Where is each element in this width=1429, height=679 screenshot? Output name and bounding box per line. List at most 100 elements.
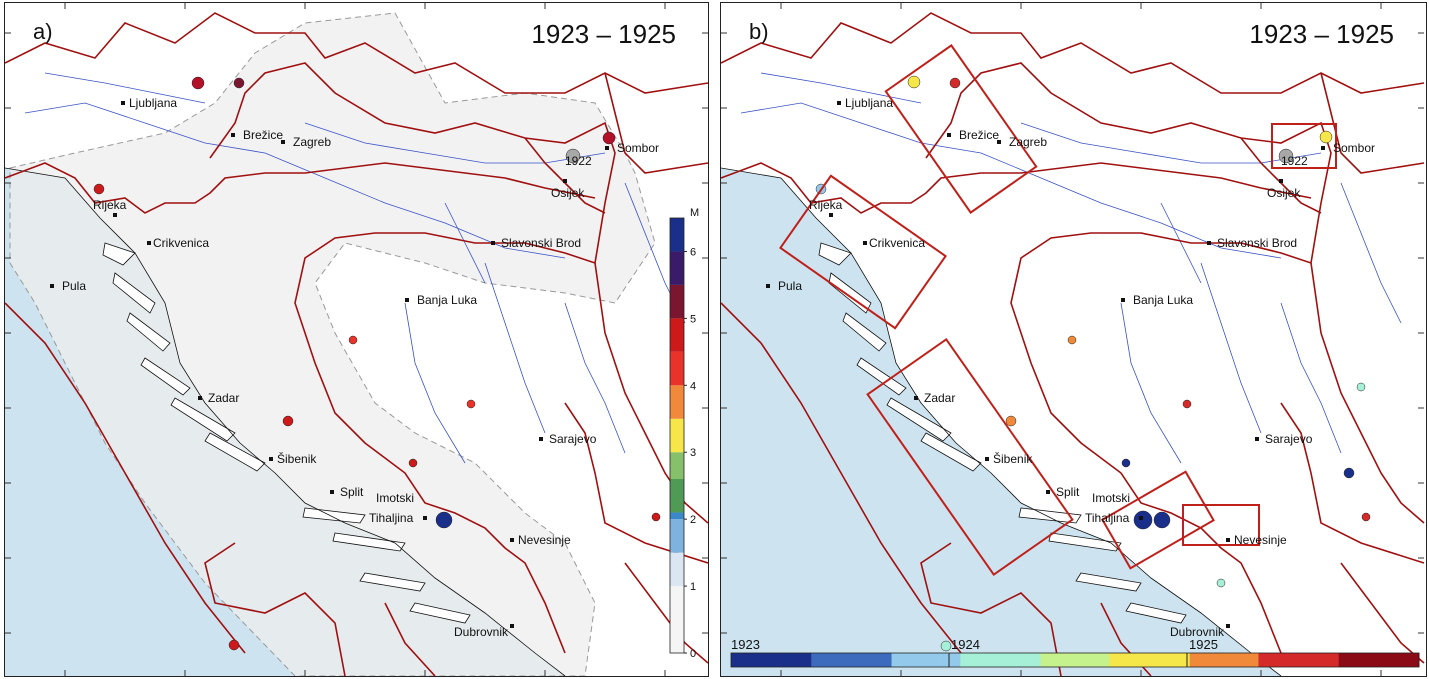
city-label: Split <box>340 485 364 499</box>
city-marker <box>491 241 495 245</box>
river-line <box>24 102 566 259</box>
colorbar-segment <box>937 653 950 667</box>
state-border <box>1310 262 1425 524</box>
cluster-box <box>866 337 1074 577</box>
state-border <box>1340 562 1425 664</box>
colorbar-segment <box>1166 653 1179 667</box>
colorbar-segment <box>1189 653 1202 667</box>
colorbar-segment <box>1361 653 1374 667</box>
city-marker <box>1321 146 1325 150</box>
earthquake-event <box>1361 512 1371 522</box>
city-marker <box>563 179 567 183</box>
state-border <box>1320 72 1425 174</box>
city-label: Šibenik <box>277 451 317 466</box>
earthquake-event <box>602 131 616 145</box>
colorbar-segment <box>948 653 961 667</box>
city-label: Osijek <box>1267 186 1301 200</box>
colorbar-segment <box>880 653 893 667</box>
coastline <box>5 167 566 676</box>
river-line <box>1200 262 1262 434</box>
earthquake-event <box>1005 415 1017 427</box>
river-line <box>1120 302 1182 464</box>
city-marker <box>121 101 125 105</box>
city-marker <box>985 457 989 461</box>
island-outline <box>112 272 156 314</box>
city-label: Ljubljana <box>845 96 893 110</box>
city-marker <box>50 284 54 288</box>
city-marker <box>269 457 273 461</box>
earthquake-event <box>348 335 358 345</box>
colorbar-segment <box>1109 653 1122 667</box>
city-label: Tihaljina <box>1085 511 1130 525</box>
state-border <box>1280 402 1425 564</box>
city-label: Banja Luka <box>1133 293 1193 307</box>
colorbar-title: M <box>690 207 699 219</box>
island-outline <box>409 602 471 624</box>
earthquake-event <box>1356 382 1366 392</box>
city-marker <box>330 490 334 494</box>
cluster-box <box>1101 470 1215 570</box>
earthquake-event <box>191 76 205 90</box>
island-outline <box>204 432 266 472</box>
cluster-box <box>1271 123 1337 169</box>
colorbar-marker <box>940 640 952 652</box>
city-marker <box>863 241 867 245</box>
colorbar-segment <box>1384 653 1397 667</box>
state-border <box>604 72 708 174</box>
colorbar-segment <box>822 653 835 667</box>
colorbar-segment <box>1063 653 1076 667</box>
city-label: Nevesinje <box>518 533 571 547</box>
city-label: Šibenik <box>993 451 1033 466</box>
river-line <box>404 302 466 464</box>
colorbar-segment <box>1247 653 1259 667</box>
colorbar-segment <box>731 653 743 667</box>
coastline <box>721 167 1282 676</box>
island-outline <box>920 432 982 472</box>
colorbar-segment <box>753 653 766 667</box>
colorbar-segment <box>670 519 684 553</box>
island-outline <box>102 242 136 266</box>
colorbar-segment <box>670 586 684 653</box>
colorbar-segment <box>670 318 684 352</box>
city-label: Dubrovnik <box>454 625 509 639</box>
colorbar-segment <box>1017 653 1030 667</box>
colorbar-segment <box>1373 653 1386 667</box>
colorbar-segment <box>1407 653 1420 667</box>
city-marker <box>837 101 841 105</box>
colorbar-segment <box>868 653 881 667</box>
colorbar-segment <box>857 653 870 667</box>
city-marker <box>605 146 609 150</box>
state-border <box>5 162 596 214</box>
colorbar-tick-label: 2 <box>690 514 696 526</box>
state-border <box>1240 137 1322 214</box>
city-label: Imotski <box>1092 491 1130 505</box>
city-marker <box>997 140 1001 144</box>
colorbar-segment <box>1212 653 1225 667</box>
city-marker <box>1226 538 1230 542</box>
city-label: Sombor <box>617 141 659 155</box>
colorbar-segment <box>1097 653 1110 667</box>
city-marker <box>1046 490 1050 494</box>
colorbar-segment <box>670 552 684 587</box>
colorbar-segment <box>1396 653 1409 667</box>
period-title-b: 1923 – 1925 <box>1249 19 1394 49</box>
island-outline <box>126 312 171 352</box>
city-marker <box>766 284 770 288</box>
adriatic-sea <box>721 168 1281 676</box>
city-label: Brežice <box>243 128 283 142</box>
river-line <box>1160 202 1202 284</box>
colorbar-segment <box>960 653 973 667</box>
city-label: Dubrovnik <box>1170 625 1225 639</box>
earthquake-event <box>435 511 453 529</box>
colorbar-segment <box>1235 653 1248 667</box>
earthquake-event <box>565 148 581 164</box>
colorbar-segment <box>1132 653 1145 667</box>
city-marker <box>914 396 918 400</box>
colorbar-segment <box>670 479 684 513</box>
city-label: Rijeka <box>93 198 127 212</box>
city-label: Sombor <box>1333 141 1375 155</box>
city-marker <box>510 538 514 542</box>
colorbar-segment <box>1269 653 1282 667</box>
time-tick-label: 1925 <box>1189 637 1218 652</box>
colorbar-segment <box>1292 653 1305 667</box>
